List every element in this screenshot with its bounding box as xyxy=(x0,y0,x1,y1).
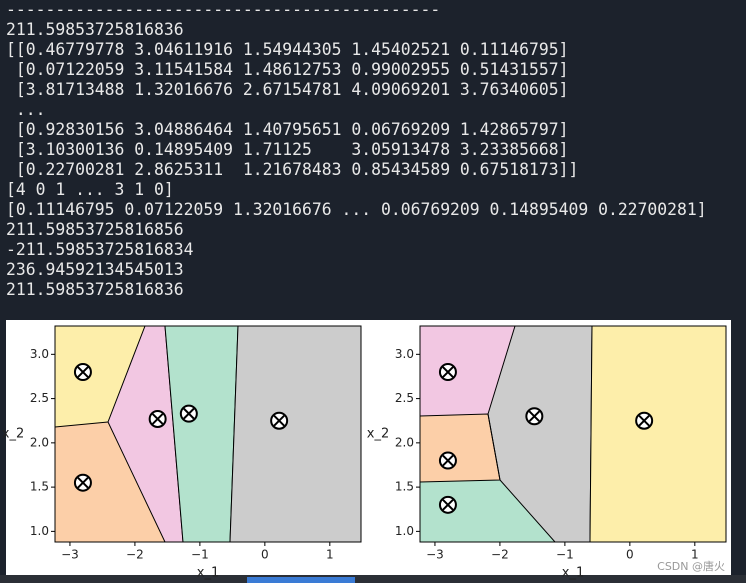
centroid xyxy=(73,473,92,492)
centroid-cross xyxy=(77,366,89,378)
x-tick-label: 0 xyxy=(261,548,269,562)
region xyxy=(55,422,165,542)
y-tick-label: 2.0 xyxy=(30,435,49,449)
axes-frame xyxy=(54,325,362,543)
region xyxy=(55,326,145,427)
x-tick-label: −1 xyxy=(556,548,574,562)
boundary xyxy=(419,413,501,483)
x-tick-label: 0 xyxy=(626,548,634,562)
region xyxy=(229,325,362,543)
x-tick-label: 1 xyxy=(691,548,699,562)
taskbar xyxy=(0,575,746,583)
centroid xyxy=(148,409,167,428)
x-tick-label: 1 xyxy=(326,548,334,562)
x-tick-label: −3 xyxy=(61,548,79,562)
region xyxy=(420,480,555,542)
console-line: [4 0 1 ... 3 1 0] xyxy=(6,180,174,199)
console-output: ----------------------------------------… xyxy=(6,0,746,312)
watermark: CSDN @唐火 xyxy=(657,559,725,573)
region xyxy=(420,414,500,482)
console-line: 236.94592134545013 xyxy=(6,260,184,279)
centroid xyxy=(438,451,457,470)
centroid xyxy=(525,407,544,426)
console-line: [3.10300136 0.14895409 1.71125 3.0591347… xyxy=(6,140,569,159)
console-line: [0.07122059 3.11541584 1.48612753 0.9900… xyxy=(6,60,569,79)
x-tick-label: −2 xyxy=(491,548,509,562)
voronoi-regions-1 xyxy=(54,325,362,543)
centroid-cross xyxy=(442,454,454,467)
centroid-cross xyxy=(151,413,164,425)
console-line: ----------------------------------------… xyxy=(6,0,441,19)
centroid-cross xyxy=(442,366,454,378)
centroid xyxy=(270,411,289,430)
y-tick-label: 1.0 xyxy=(30,524,49,538)
console-line: 211.59853725816836 xyxy=(6,280,184,299)
console-line: [[0.46779778 3.04611916 1.54944305 1.454… xyxy=(6,40,569,59)
console-line: 211.59853725816856 xyxy=(6,220,184,239)
centroid-cross xyxy=(273,415,285,427)
x-tick-label: −1 xyxy=(191,548,209,562)
boundary xyxy=(54,421,109,428)
centroid xyxy=(438,495,457,514)
x-axis-label: x_1 xyxy=(197,566,219,581)
y-tick-label: 2.0 xyxy=(395,435,414,449)
centroid-cross xyxy=(183,407,195,420)
console-line: -211.59853725816834 xyxy=(6,240,194,259)
console-line: 211.59853725816836 xyxy=(6,20,184,39)
y-axis-label: x_2 xyxy=(367,427,389,442)
console-line: [0.22700281 2.8625311 1.21678483 0.85434… xyxy=(6,160,579,179)
centroid xyxy=(179,404,198,423)
centroid xyxy=(635,411,654,430)
voronoi-regions-2 xyxy=(419,325,727,543)
region xyxy=(420,326,515,416)
centroid-cross xyxy=(442,499,454,511)
taskbar-tab[interactable] xyxy=(247,577,355,583)
console-line: [3.81713488 1.32016676 2.67154781 4.0906… xyxy=(6,80,569,99)
console-line: [0.92830156 3.04886464 1.40795651 0.0676… xyxy=(6,120,569,139)
y-tick-label: 3.0 xyxy=(30,347,49,361)
y-tick-label: 1.5 xyxy=(30,480,49,494)
console-line: [0.11146795 0.07122059 1.32016676 ... 0.… xyxy=(6,200,707,219)
x-tick-label: −3 xyxy=(426,548,444,562)
axes-frame xyxy=(419,325,727,543)
centroid xyxy=(73,363,92,382)
region xyxy=(589,325,727,543)
centroid-cross xyxy=(638,415,650,427)
centroid-cross xyxy=(528,410,541,423)
y-tick-label: 2.5 xyxy=(395,391,414,405)
y-tick-label: 1.5 xyxy=(395,480,414,494)
x-tick-label: −2 xyxy=(126,548,144,562)
centroid xyxy=(438,363,457,382)
y-axis-label: x_2 xyxy=(2,427,24,442)
x-axis-label: x_1 xyxy=(562,566,584,581)
y-tick-label: 3.0 xyxy=(395,347,414,361)
console-line: ... xyxy=(6,100,46,119)
y-tick-label: 2.5 xyxy=(30,391,49,405)
centroid-cross xyxy=(77,476,89,489)
y-tick-label: 1.0 xyxy=(395,524,414,538)
